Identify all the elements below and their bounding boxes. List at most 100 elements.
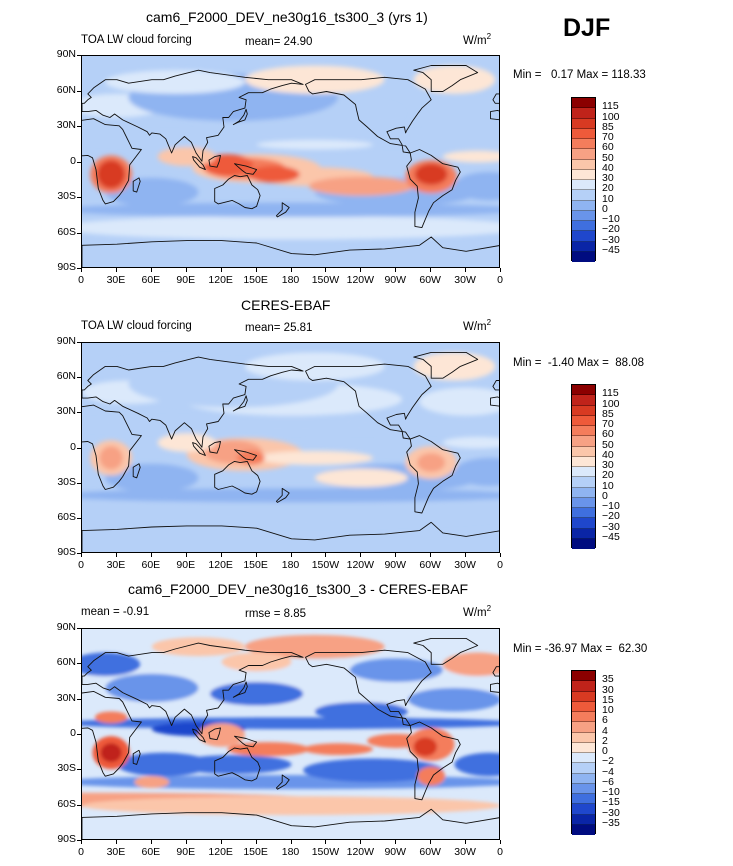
coastline xyxy=(490,93,499,121)
colorbar xyxy=(571,670,596,835)
colorbar-label: 60 xyxy=(602,428,614,441)
coastline xyxy=(490,380,499,407)
colorbar-label: 2 xyxy=(602,734,608,747)
colorbar-swatch xyxy=(572,456,595,467)
colorbar-swatch xyxy=(572,190,595,201)
field-region xyxy=(407,687,499,712)
coastline xyxy=(406,435,461,514)
colorbar-swatch xyxy=(572,732,595,743)
coastline xyxy=(132,463,141,479)
x-tick xyxy=(290,840,292,844)
colorbar-label: −20 xyxy=(602,223,620,236)
map-plot xyxy=(81,628,500,840)
colorbar-label: −6 xyxy=(602,775,614,788)
colorbar-swatch xyxy=(572,508,595,519)
y-tick-label: 60S xyxy=(57,510,76,523)
y-tick xyxy=(77,126,81,127)
x-tick-label: 180 xyxy=(281,846,300,858)
x-tick-label: 60W xyxy=(419,274,441,286)
x-tick xyxy=(150,268,152,272)
x-tick-label: 150E xyxy=(243,559,268,571)
colorbar-label: −30 xyxy=(602,520,620,533)
x-tick-label: 0 xyxy=(497,274,503,286)
coastline xyxy=(214,460,261,495)
x-tick-label: 60E xyxy=(141,274,161,286)
colorbar-swatch xyxy=(572,139,595,150)
colorbar-label: 10 xyxy=(602,704,614,716)
field-region xyxy=(82,131,499,146)
colorbar-swatch xyxy=(572,477,595,488)
colorbar-label: 115 xyxy=(602,387,619,400)
mean-label: mean= 25.81 xyxy=(245,322,313,334)
coastline xyxy=(275,487,290,503)
colorbar-label: 0 xyxy=(602,202,608,215)
field-region xyxy=(105,70,245,94)
x-tick-label: 150E xyxy=(243,274,268,286)
field-region xyxy=(116,752,211,777)
colorbar-swatch xyxy=(572,210,595,221)
coastline xyxy=(413,351,479,379)
y-tick xyxy=(77,769,81,771)
colorbar-swatch xyxy=(572,221,595,232)
coastline xyxy=(406,721,461,801)
x-tick-label: 150W xyxy=(311,274,340,286)
coastline xyxy=(234,449,258,461)
colorbar-swatch xyxy=(572,415,595,426)
x-tick xyxy=(150,840,152,844)
x-tick xyxy=(220,840,222,844)
colorbar-label: 20 xyxy=(602,469,614,482)
x-tick-label: 120E xyxy=(208,559,233,571)
field-region xyxy=(82,488,499,503)
x-tick xyxy=(500,840,501,844)
colorbar-swatch xyxy=(572,426,595,437)
field-region xyxy=(454,752,499,777)
x-tick-label: 0 xyxy=(78,846,84,858)
x-tick xyxy=(81,268,82,272)
y-tick-label: 30N xyxy=(56,691,76,704)
panel-title: cam6_F2000_DEV_ne30g16_ts300_3 - CERES-E… xyxy=(128,581,469,597)
coastline xyxy=(214,747,261,782)
coastline xyxy=(82,356,304,448)
colorbar-label: 15 xyxy=(602,693,614,706)
colorbar-swatch xyxy=(572,118,595,129)
x-tick xyxy=(185,840,187,844)
map-plot xyxy=(81,55,500,268)
x-tick-label: 0 xyxy=(78,559,84,571)
colorbar-label: 100 xyxy=(602,110,620,123)
x-tick xyxy=(150,553,152,557)
colorbar-swatch xyxy=(572,149,595,160)
y-tick xyxy=(77,412,81,414)
coastline xyxy=(208,441,221,454)
x-tick xyxy=(255,553,257,557)
field-region xyxy=(236,450,265,465)
coastline xyxy=(82,690,142,777)
field-region xyxy=(105,673,199,703)
colorbar-label: −45 xyxy=(602,530,620,543)
field-region xyxy=(157,433,216,453)
units-label: W/m2 xyxy=(463,604,492,619)
colorbar-swatch xyxy=(572,180,595,191)
colorbar-swatch xyxy=(572,128,595,139)
field-region xyxy=(82,202,499,217)
x-tick xyxy=(290,268,292,272)
colorbar-swatch xyxy=(572,200,595,211)
units-label: W/m2 xyxy=(463,318,492,333)
coastline xyxy=(82,521,499,552)
minmax-label: Min = -1.40 Max = 88.08 xyxy=(513,357,645,369)
y-tick-label: 30S xyxy=(57,190,76,202)
x-tick-label: 120E xyxy=(208,274,233,286)
x-tick-label: 30E xyxy=(106,846,126,858)
x-tick xyxy=(115,840,117,844)
colorbar-swatch xyxy=(572,159,595,170)
colorbar-label: −10 xyxy=(602,786,620,798)
x-tick xyxy=(465,268,467,272)
colorbar-label: −4 xyxy=(602,765,614,778)
colorbar-swatch xyxy=(572,783,595,794)
x-tick-label: 180 xyxy=(281,559,300,571)
x-tick-label: 120W xyxy=(346,559,375,571)
colorbar-label: 4 xyxy=(602,724,608,737)
x-tick-label: 0 xyxy=(497,846,503,858)
x-tick-label: 0 xyxy=(78,274,84,286)
coastline xyxy=(232,681,248,698)
mean-label: mean= 24.90 xyxy=(245,36,313,48)
